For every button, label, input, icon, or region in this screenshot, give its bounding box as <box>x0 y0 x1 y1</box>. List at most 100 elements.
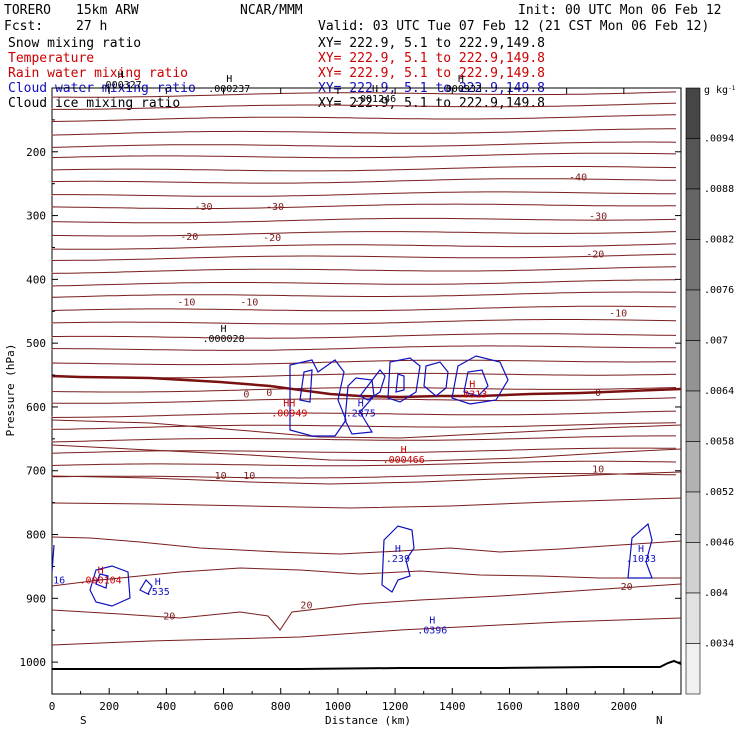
x-tick-label: 2000 <box>611 700 638 713</box>
extremum-marker: H <box>395 544 401 555</box>
colorbar-swatch <box>685 441 701 493</box>
temperature-label: -30 <box>589 211 607 222</box>
temperature-label: 20 <box>300 601 312 612</box>
isotherm-line <box>51 387 677 393</box>
y-tick-label: 800 <box>26 529 46 542</box>
isotherm-line <box>51 397 677 404</box>
x-tick-label: 400 <box>156 700 176 713</box>
valid-time: Valid: 03 UTC Tue 07 Feb 12 (21 CST Mon … <box>318 19 709 34</box>
isotherm-line <box>51 217 677 224</box>
y-tick-label: 400 <box>26 273 46 286</box>
y-tick-label: 500 <box>26 337 46 350</box>
temperature-label: -20 <box>586 250 604 261</box>
colorbar-label: .0058 <box>704 437 734 448</box>
x-tick-label: 1600 <box>496 700 523 713</box>
isotherm-line <box>51 345 676 351</box>
center-name: NCAR/MMM <box>240 3 303 18</box>
isotherm-line <box>51 471 682 485</box>
isotherm-line <box>51 243 677 250</box>
isotherm-line <box>51 435 676 443</box>
cloud-water-contour <box>89 565 131 607</box>
cloud-water-contour <box>381 525 415 593</box>
extremum-value: .000466 <box>383 455 425 466</box>
y-tick-label: 300 <box>26 210 46 223</box>
x-tick-label: 200 <box>99 700 119 713</box>
cloud-water-contour <box>299 369 313 403</box>
field-name: Cloud ice mixing ratio <box>8 96 180 111</box>
colorbar-swatch <box>685 491 701 543</box>
extremum-value: .000104 <box>80 576 122 587</box>
temperature-contour-labels: -40 -30 -30 -30 -20 -20 -20 -10 -10 -10 0 0 0 10 10 10 2… <box>163 172 633 622</box>
colorbar-swatch <box>685 87 701 139</box>
isotherm-line <box>51 617 682 646</box>
temperature-label: -10 <box>609 308 627 319</box>
extremum-value: .000933 <box>440 84 482 95</box>
isotherm-line <box>51 567 681 587</box>
temperature-label: -40 <box>569 172 587 183</box>
y-tick-label: 200 <box>26 146 46 159</box>
temperature-label: -20 <box>180 232 198 243</box>
isotherm-line <box>51 231 677 237</box>
south-label: S <box>80 714 87 727</box>
field-xy: XY= 222.9, 5.1 to 222.9,149.8 <box>318 51 545 66</box>
x-tick-label: 1200 <box>382 700 409 713</box>
extremum-marker: H <box>221 324 227 335</box>
colorbar-swatch <box>685 289 701 341</box>
x-axis: 0 200 400 600 800 1000 1200 1400 1600 1800 2000 <box>49 88 653 713</box>
colorbar-label: .0094 <box>704 134 734 145</box>
temperature-label: 20 <box>621 582 633 593</box>
x-tick-label: 800 <box>271 700 291 713</box>
extremum-marker: H <box>226 74 232 85</box>
extremum-value: .001246 <box>354 94 396 105</box>
isotherm-line <box>51 333 677 339</box>
cloud-water-contour <box>359 369 386 401</box>
colorbar-label: .0064 <box>704 386 734 397</box>
extremum-marker: H <box>358 399 364 410</box>
extremum-marker: H <box>401 445 407 456</box>
temperature-label: 20 <box>163 611 175 622</box>
x-tick-label: 1800 <box>553 700 580 713</box>
terrain-surface <box>52 659 682 670</box>
isotherm-line <box>51 359 677 366</box>
x-tick-label: 0 <box>49 700 56 713</box>
isotherm-line <box>51 178 677 184</box>
field-name: Temperature <box>8 51 94 66</box>
cloud-water-contour <box>51 544 55 573</box>
cloud-water-contour <box>95 573 109 589</box>
colorbar-label: .004 <box>704 588 728 599</box>
colorbar-swatch <box>685 239 701 291</box>
field-xy: XY= 222.9, 5.1 to 222.9,149.8 <box>318 96 545 111</box>
y-tick-label: 600 <box>26 401 46 414</box>
temperature-label: 0 <box>595 388 601 399</box>
isotherm-line <box>51 305 677 312</box>
colorbar-swatch <box>685 643 701 695</box>
colorbar-label: .0034 <box>704 639 734 650</box>
extremum-marker: H <box>469 379 475 390</box>
temperature-label: -20 <box>263 233 281 244</box>
isotherm-line <box>51 102 677 110</box>
cloud-water-contour <box>627 522 653 579</box>
extremum-marker: HH <box>283 399 295 410</box>
extremum-value: .535 <box>146 587 170 598</box>
isotherm-line <box>51 91 677 98</box>
field-xy: XY= 222.9, 5.1 to 222.9,149.8 <box>318 66 545 81</box>
cloud-water-contour <box>395 373 405 393</box>
isotherm-line <box>51 166 677 172</box>
fcst-value: 27 h <box>76 19 107 34</box>
fcst-label: Fcst: <box>4 19 43 34</box>
colorbar-swatch <box>685 340 701 392</box>
isotherm-line <box>51 141 677 148</box>
model-resolution: 15km ARW <box>76 3 139 18</box>
x-tick-label: 1000 <box>325 700 352 713</box>
temperature-label: 10 <box>592 465 604 476</box>
x-tick-label: 600 <box>214 700 234 713</box>
colorbar-label: .0052 <box>704 487 734 498</box>
extremum-marker: H <box>98 566 104 577</box>
isotherm-line <box>51 473 677 479</box>
colorbar-swatch <box>685 542 701 594</box>
field-name: Rain water mixing ratio <box>8 66 188 81</box>
field-xy: XY= 222.9, 5.1 to 222.9,149.8 <box>318 36 545 51</box>
colorbar-label: .0088 <box>704 184 734 195</box>
extremum-value: .0313 <box>457 389 487 400</box>
